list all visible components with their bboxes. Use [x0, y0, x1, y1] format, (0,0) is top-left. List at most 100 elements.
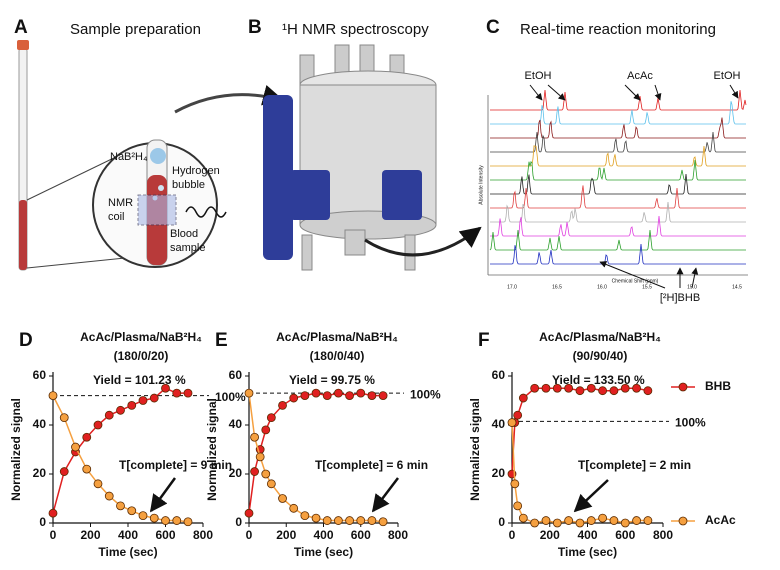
peak-label: [²H]BHB	[660, 292, 700, 304]
chart-title: AcAc/Plasma/NaB²H₄	[80, 330, 202, 344]
data-point	[586, 516, 596, 525]
spectrum-stack	[487, 89, 748, 276]
data-point	[289, 503, 299, 513]
data-point	[172, 516, 182, 525]
data-point	[261, 469, 271, 479]
data-point	[82, 464, 92, 474]
chart-title: AcAc/Plasma/NaB²H₄	[276, 330, 398, 344]
data-point	[507, 418, 517, 427]
peak-label: AcAc	[627, 70, 653, 82]
data-point	[48, 391, 58, 401]
data-point	[598, 513, 607, 523]
x-tick-label: 600	[351, 528, 371, 542]
data-point	[322, 391, 332, 401]
y-tick-label: 0	[39, 515, 46, 529]
chart-title: AcAc/Plasma/NaB²H₄	[539, 330, 661, 344]
data-point	[266, 479, 276, 489]
x-tick-label: 0	[50, 528, 57, 542]
x-tick-label: 200	[276, 528, 296, 542]
x-tick-label: 800	[653, 528, 673, 542]
chart-subtitle: (90/90/40)	[573, 349, 628, 363]
y-tick-label: 0	[235, 515, 242, 529]
peak-label: EtOH	[525, 70, 552, 82]
y-axis-label: Normalized signal	[205, 398, 219, 501]
data-point	[250, 467, 259, 476]
data-point	[82, 432, 92, 442]
y-axis-label: Normalized signal	[468, 398, 482, 501]
spectrum-trace	[490, 101, 746, 125]
completion-label: T[complete] = 2 min	[578, 458, 691, 472]
x-tick-label: 600	[155, 528, 175, 542]
legend-label: BHB	[705, 379, 731, 393]
axis-label: Chemical Shift (ppm)	[612, 278, 659, 284]
peak-label: EtOH	[714, 70, 741, 82]
nmr-illustration	[263, 44, 482, 271]
spectrum-tick-label: 17.0	[507, 284, 517, 290]
spectrum-trace	[490, 173, 746, 195]
data-point	[127, 506, 137, 516]
spectrum-trace	[490, 89, 747, 111]
spectrum-tick-label: 16.5	[552, 284, 562, 290]
y-tick-label: 20	[33, 466, 47, 480]
y-tick-label: 20	[229, 466, 243, 480]
data-point	[161, 516, 170, 525]
data-point	[266, 413, 276, 423]
spectrum-tick-label: 15.0	[687, 284, 697, 290]
spectrum-trace	[490, 159, 746, 181]
y-tick-label: 60	[33, 368, 47, 382]
data-point	[300, 391, 310, 401]
data-point	[333, 516, 343, 525]
annotation: Blood	[170, 228, 198, 240]
annotation: bubble	[172, 179, 205, 191]
x-tick-label: 800	[193, 528, 213, 542]
peak-arrows	[529, 84, 739, 289]
panel-title: Real-time reaction monitoring	[520, 21, 716, 38]
data-point	[244, 388, 254, 398]
data-point	[172, 388, 182, 398]
data-point	[356, 516, 366, 525]
completion-label: T[complete] = 6 min	[315, 458, 428, 472]
annotation: sample	[170, 242, 205, 254]
data-point	[510, 479, 520, 489]
panel-letter: D	[19, 330, 33, 351]
spectrum-trace	[490, 201, 746, 223]
data-point	[513, 410, 523, 420]
data-point	[513, 501, 523, 511]
y-tick-label: 20	[492, 466, 506, 480]
panel-letter: B	[248, 17, 262, 38]
data-point	[632, 383, 641, 393]
spectrum-trace	[490, 131, 746, 153]
x-axis-label: Time (sec)	[98, 545, 157, 559]
data-point	[138, 396, 148, 405]
x-tick-label: 0	[246, 528, 253, 542]
data-point	[183, 388, 193, 398]
x-tick-label: 400	[577, 528, 597, 542]
data-point	[149, 513, 159, 523]
data-point	[530, 383, 540, 393]
data-point	[59, 413, 69, 423]
data-point	[378, 517, 388, 527]
y-tick-label: 40	[492, 417, 506, 431]
y-tick-label: 0	[498, 515, 505, 529]
spectrum-tick-label: 16.0	[597, 284, 607, 290]
legend-marker	[678, 516, 688, 526]
data-point	[367, 516, 377, 525]
x-axis-label: Time (sec)	[558, 545, 617, 559]
data-point	[311, 388, 321, 398]
series-line	[248, 392, 384, 514]
data-point	[333, 388, 343, 398]
data-point	[255, 452, 265, 462]
annotation: coil	[108, 211, 125, 223]
data-point	[116, 501, 125, 511]
data-point	[48, 508, 58, 518]
yield-label: Yield = 101.23 %	[93, 373, 186, 387]
data-point	[575, 518, 585, 528]
spectrum-trace	[490, 117, 746, 139]
data-point	[244, 508, 254, 518]
data-point	[564, 516, 574, 525]
x-tick-label: 200	[540, 528, 560, 542]
data-point	[345, 391, 354, 401]
legend-marker	[678, 382, 688, 392]
annotation: NaB²H₄	[110, 151, 148, 163]
